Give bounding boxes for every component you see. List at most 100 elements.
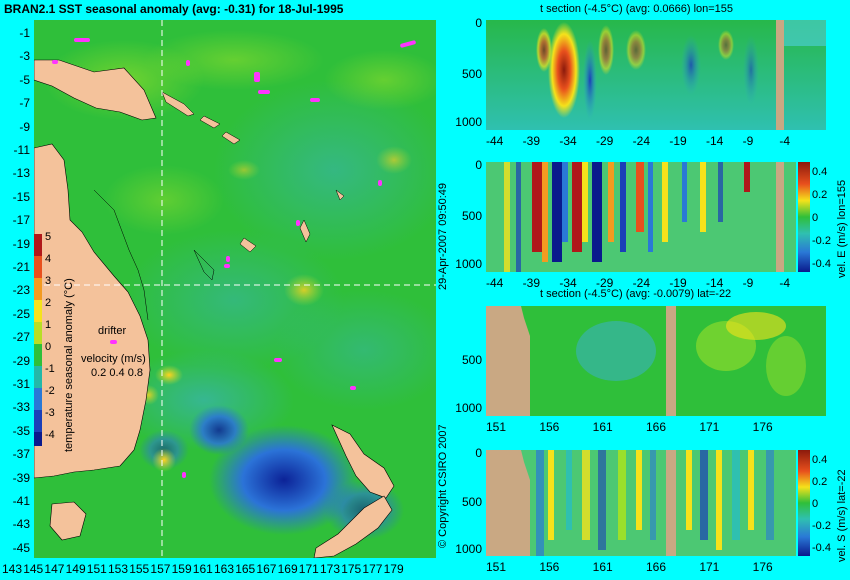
- panel-y-tick: 500: [461, 66, 482, 81]
- map-x-tick: 179: [383, 562, 404, 576]
- map-x-tick: 153: [108, 562, 129, 576]
- panel-x-tick: -14: [706, 276, 724, 290]
- panel-y-tick: 500: [461, 208, 482, 223]
- panel-x-tick: 156: [539, 420, 560, 434]
- map-y-tick: -25: [12, 306, 30, 321]
- map-x-tick: 157: [150, 562, 171, 576]
- map-y-tick: -23: [12, 283, 30, 298]
- map-y-tick: -17: [12, 213, 30, 228]
- map-x-tick: 143: [2, 562, 23, 576]
- panel-y-tick: 0: [475, 16, 482, 31]
- vel-s-tick: -0.4: [812, 542, 831, 554]
- vel-s-tick: -0.2: [812, 520, 831, 532]
- panel-y-tick: 1000: [455, 401, 482, 416]
- map-x-tick: 149: [65, 562, 86, 576]
- vel-s-lat-panel: [486, 450, 796, 556]
- map-y-tick: -45: [12, 540, 30, 555]
- panel-x-tick: 161: [592, 560, 613, 574]
- panel-x-tick: -34: [559, 276, 577, 290]
- map-x-tick: 145: [23, 562, 44, 576]
- panel-x-tick: -29: [596, 276, 614, 290]
- velocity-legend-values: 0.2 0.4 0.8: [91, 367, 143, 379]
- panel-y-tick: 0: [475, 446, 482, 461]
- panel-x-tick: -34: [559, 134, 577, 148]
- t-section-lat-panel: [486, 306, 826, 416]
- panel-x-tick: 161: [592, 420, 613, 434]
- map-y-tick: -15: [12, 189, 30, 204]
- map-y-tick: -13: [12, 166, 30, 181]
- panel1-y-axis: 0 500 1000: [440, 16, 484, 130]
- map-y-axis: -1 -3 -5 -7 -9 -11 -13 -15 -17 -19 -21 -23 -25 -27 -29…: [0, 20, 32, 560]
- panel-y-tick: 1000: [455, 541, 482, 556]
- panel-x-tick: -9: [742, 276, 754, 290]
- vel-e-tick: -0.4: [812, 258, 831, 270]
- colorbar-tick: -4: [45, 429, 55, 441]
- panel-y-tick: 1000: [455, 115, 482, 130]
- panel-x-tick: -4: [779, 276, 790, 290]
- colorbar-tick: 0: [45, 341, 52, 353]
- map-x-tick: 151: [86, 562, 107, 576]
- map-colorbar-ticks: 5 4 3 2 1 0 -1 -2 -3 -4: [45, 231, 65, 441]
- map-x-tick: 161: [192, 562, 213, 576]
- map-x-tick: 171: [298, 562, 319, 576]
- map-x-tick: 155: [129, 562, 150, 576]
- panel-x-tick: 176: [752, 420, 773, 434]
- colorbar-tick: 5: [45, 231, 52, 243]
- panel-y-tick: 500: [461, 352, 482, 367]
- map-x-tick: 147: [44, 562, 65, 576]
- vel-e-tick: 0: [812, 212, 819, 224]
- velocity-legend-label: velocity (m/s): [81, 353, 146, 365]
- map-y-tick: -43: [12, 517, 30, 532]
- map-colorbar: [34, 234, 42, 446]
- vel-s-colorbar: [798, 450, 810, 556]
- colorbar-tick: 1: [45, 319, 52, 331]
- vel-s-tick: 0.2: [812, 476, 828, 488]
- panel-x-tick: 166: [646, 420, 667, 434]
- panel4-x-axis: 151 156 161 166 171 176: [486, 560, 826, 576]
- colorbar-tick: 4: [45, 253, 52, 265]
- panel-x-tick: -39: [522, 276, 540, 290]
- panel-x-tick: -4: [779, 134, 790, 148]
- map-y-tick: -7: [19, 96, 30, 111]
- panel-y-tick: 1000: [455, 257, 482, 272]
- vel-s-colorbar-label: vel. S (m/s) lat=-22: [836, 469, 848, 562]
- map-x-tick: 169: [277, 562, 298, 576]
- vel-e-tick: -0.2: [812, 235, 831, 247]
- panel-x-tick: -44: [486, 134, 504, 148]
- drifter-legend-swatch: [110, 340, 117, 344]
- map-y-tick: -37: [12, 447, 30, 462]
- panel-x-tick: -19: [669, 134, 687, 148]
- panel4-y-axis: 0 500 1000: [440, 446, 484, 556]
- map-x-tick: 163: [214, 562, 235, 576]
- map-x-axis: 143 145 147 149 151 153 155 157 159 161 163 165 167 1…: [0, 562, 440, 578]
- map-x-tick: 165: [235, 562, 256, 576]
- panel-x-tick: -24: [632, 134, 650, 148]
- panel3-y-axis: 500 1000: [440, 306, 484, 416]
- map-x-tick: 159: [171, 562, 192, 576]
- map-x-tick: 175: [341, 562, 362, 576]
- vel-s-tick: 0: [812, 498, 819, 510]
- map-y-tick: -21: [12, 260, 30, 274]
- panel-x-tick: -29: [596, 134, 614, 148]
- panel3-x-axis: 151 156 161 166 171 176: [486, 420, 826, 436]
- colorbar-tick: -2: [45, 385, 55, 397]
- vel-s-colorbar-ticks: 0.4 0.2 0 -0.2 -0.4: [812, 450, 836, 560]
- panel-x-tick: 166: [646, 560, 667, 574]
- map-y-tick: -35: [12, 423, 30, 438]
- panel3-title: t section (-4.5°C) (avg: -0.0079) lat=-2…: [540, 288, 732, 300]
- panel-x-tick: 151: [486, 560, 507, 574]
- drifter-legend-label: drifter: [98, 325, 127, 337]
- panel-x-tick: -19: [669, 276, 687, 290]
- map-x-tick: 177: [362, 562, 383, 576]
- colorbar-label: temperature seasonal anomaly (°C): [63, 278, 75, 452]
- map-title: BRAN2.1 SST seasonal anomaly (avg: -0.31…: [4, 2, 344, 16]
- panel-x-tick: 156: [539, 560, 560, 574]
- map-y-tick: -5: [19, 72, 30, 87]
- sst-anomaly-map: [34, 20, 436, 558]
- colorbar-tick: 3: [45, 275, 52, 287]
- panel2-y-axis: 0 500 1000: [440, 158, 484, 272]
- vel-e-lon-panel: [486, 162, 796, 272]
- map-y-tick: -33: [12, 400, 30, 415]
- map-y-tick: -19: [12, 236, 30, 251]
- vel-e-colorbar: [798, 162, 810, 272]
